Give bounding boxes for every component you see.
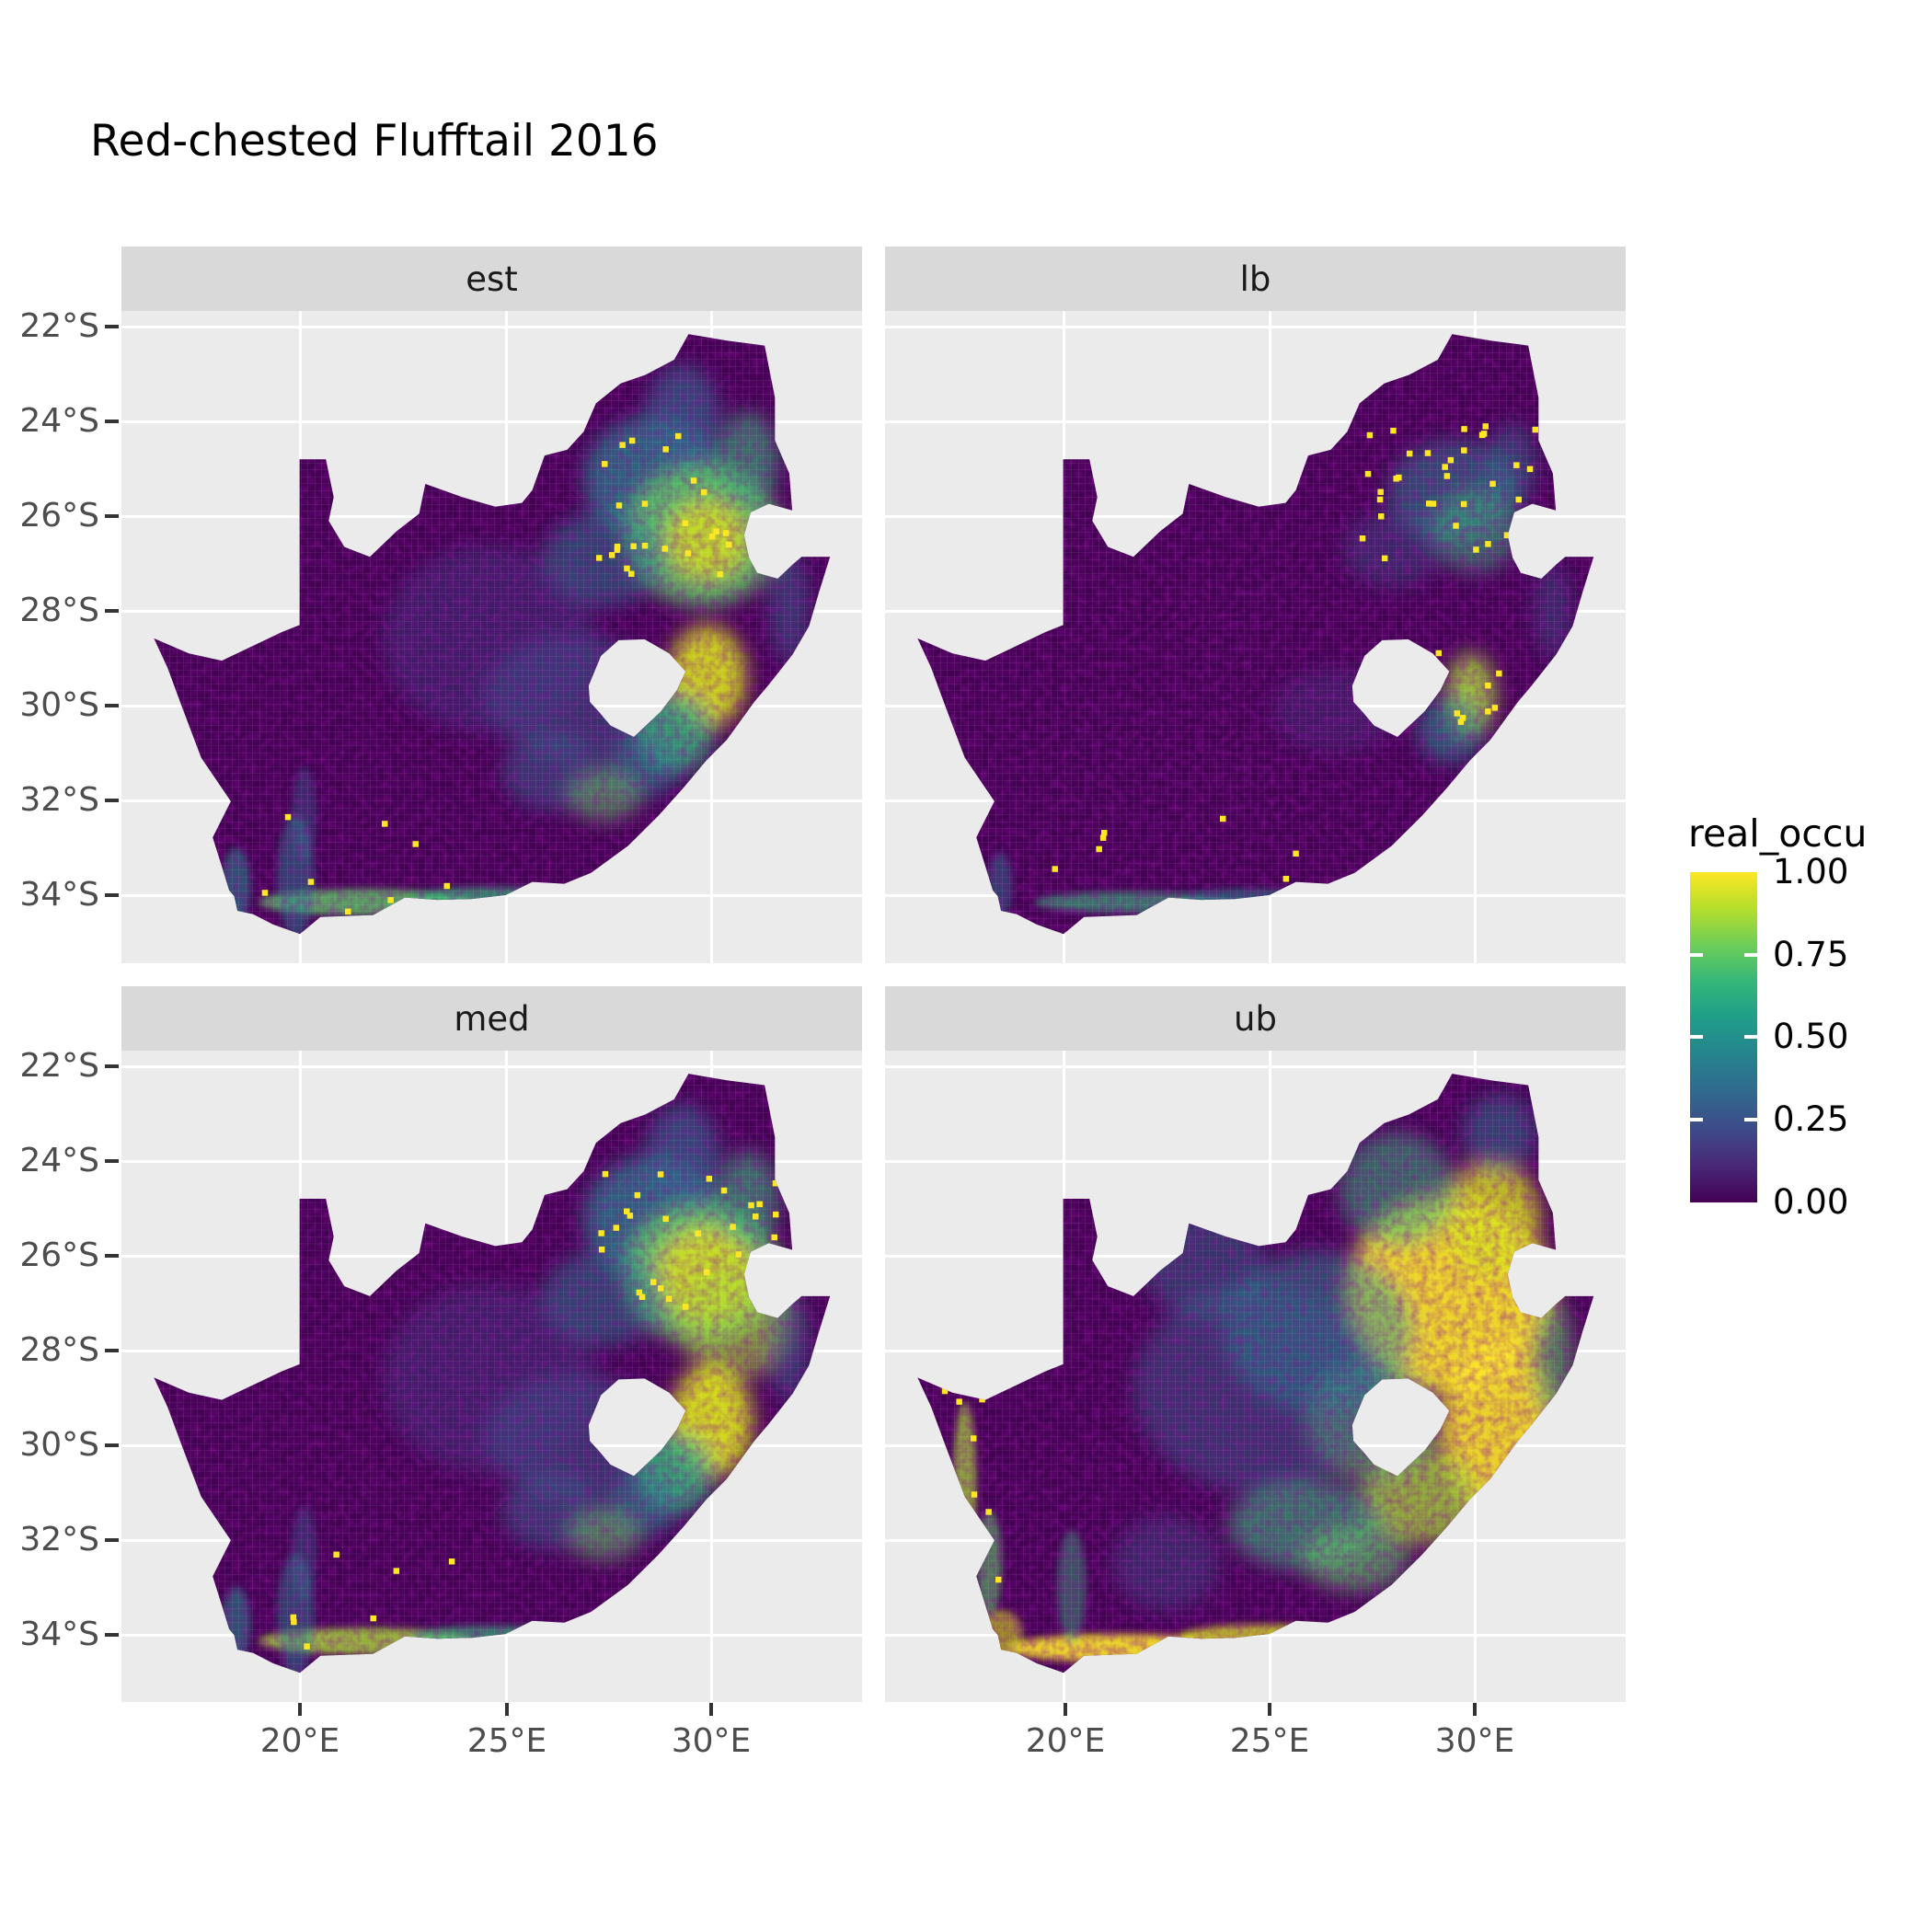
y-axis-tick-mark [105, 609, 119, 613]
y-axis-tick-mark [105, 893, 119, 897]
y-axis-label: 34°S [19, 1616, 99, 1653]
facet-panel-est [121, 311, 862, 963]
legend-tick-mark [1744, 1035, 1757, 1039]
x-axis-label: 20°E [1025, 1722, 1106, 1760]
legend-tick-label: 0.25 [1773, 1099, 1849, 1139]
y-axis-label: 30°S [19, 1426, 99, 1464]
gridline-horizontal [885, 1160, 1626, 1163]
legend-tick-label: 1.00 [1773, 852, 1849, 891]
y-axis-label: 32°S [19, 781, 99, 819]
point-cells-med [290, 1170, 779, 1650]
legend-tick-mark [1690, 1035, 1703, 1039]
y-axis-tick-mark [105, 420, 119, 423]
map-lb [917, 334, 1594, 935]
point-cells-est [261, 432, 767, 915]
y-axis-label: 28°S [19, 1331, 99, 1369]
y-axis-tick-mark [105, 325, 119, 328]
x-axis-label: 30°E [1434, 1722, 1515, 1760]
plot-title: Red-chested Flufftail 2016 [90, 116, 659, 167]
legend-tick-mark [1744, 1118, 1757, 1121]
x-axis-tick-mark [1064, 1703, 1067, 1716]
gridline-horizontal [121, 1160, 862, 1163]
x-axis-tick-mark [709, 1703, 713, 1716]
y-axis-tick-mark [105, 1633, 119, 1637]
x-axis-tick-mark [1473, 1703, 1477, 1716]
gridline-horizontal [121, 326, 862, 328]
y-axis-label: 26°S [19, 497, 99, 535]
gridline-horizontal [885, 420, 1626, 423]
legend-tick-label: 0.50 [1773, 1017, 1849, 1056]
y-axis-label: 26°S [19, 1236, 99, 1274]
facet-strip-label-lb: lb [1239, 259, 1271, 299]
y-axis-tick-mark [105, 1349, 119, 1352]
y-axis-label: 34°S [19, 876, 99, 914]
y-axis-label: 28°S [19, 592, 99, 629]
gridline-horizontal [885, 1065, 1626, 1068]
y-axis-label: 24°S [19, 402, 99, 440]
y-axis-label: 32°S [19, 1521, 99, 1558]
y-axis-label: 24°S [19, 1142, 99, 1179]
facet-strip-lb: lb [885, 247, 1626, 311]
x-axis-tick-mark [298, 1703, 302, 1716]
gridline-horizontal [121, 1065, 862, 1068]
x-axis-tick-mark [1268, 1703, 1271, 1716]
facet-strip-label-est: est [466, 259, 518, 299]
y-axis-tick-mark [105, 1254, 119, 1258]
y-axis-label: 30°S [19, 686, 99, 724]
facet-strip-med: med [121, 986, 862, 1051]
y-axis-tick-mark [105, 704, 119, 707]
facet-panel-ub [885, 1051, 1626, 1702]
facet-panel-med [121, 1051, 862, 1702]
map-ub [917, 1074, 1594, 1673]
legend-tick-mark [1744, 953, 1757, 957]
facet-strip-label-ub: ub [1234, 998, 1277, 1039]
x-axis-label: 25°E [466, 1722, 547, 1760]
map-est [154, 334, 831, 935]
y-axis-tick-mark [105, 1064, 119, 1068]
y-axis-tick-mark [105, 514, 119, 518]
x-axis-tick-mark [505, 1703, 509, 1716]
map-med [154, 1074, 831, 1673]
y-axis-tick-mark [105, 1159, 119, 1163]
legend-tick-mark [1690, 953, 1703, 957]
y-axis-tick-mark [105, 1538, 119, 1542]
gridline-horizontal [885, 326, 1626, 328]
legend-tick-label: 0.00 [1773, 1182, 1849, 1222]
x-axis-label: 30°E [671, 1722, 752, 1760]
x-axis-label: 25°E [1229, 1722, 1310, 1760]
y-axis-label: 22°S [19, 307, 99, 345]
legend-title: real_occu [1688, 811, 1868, 856]
y-axis-tick-mark [105, 799, 119, 802]
y-axis-label: 22°S [19, 1047, 99, 1085]
gridline-horizontal [121, 420, 862, 423]
facet-strip-ub: ub [885, 986, 1626, 1051]
legend-tick-mark [1690, 1118, 1703, 1121]
facet-panel-lb [885, 311, 1626, 963]
x-axis-label: 20°E [259, 1722, 340, 1760]
y-axis-tick-mark [105, 1443, 119, 1447]
facet-strip-est: est [121, 247, 862, 311]
facet-strip-label-med: med [454, 998, 530, 1039]
legend-tick-label: 0.75 [1773, 935, 1849, 974]
